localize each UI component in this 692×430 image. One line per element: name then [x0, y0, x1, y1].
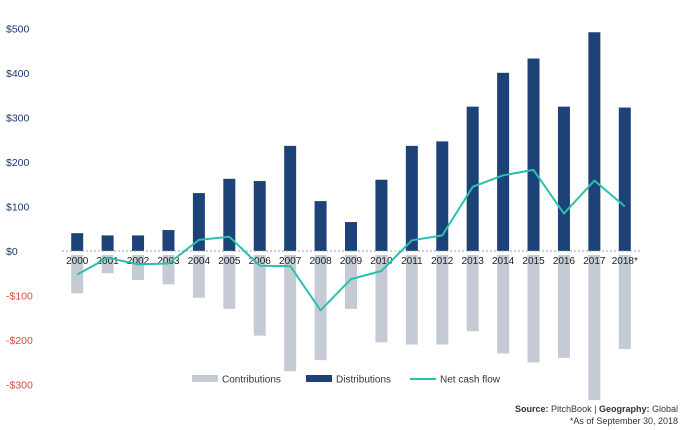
contributions-bar — [192, 255, 205, 298]
source-note: Source: PitchBook | Geography: Global — [515, 403, 678, 415]
legend-label: Contributions — [222, 375, 281, 386]
legend-swatch — [192, 375, 218, 382]
net-cash-flow-line — [76, 168, 626, 312]
distributions-bar — [557, 106, 570, 252]
x-tick-label: 2012 — [431, 256, 454, 267]
distributions-bar — [405, 145, 418, 251]
x-tick-label: 2010 — [370, 256, 393, 267]
y-tick-label: $400 — [6, 68, 30, 80]
distributions-bar — [192, 193, 205, 251]
contributions-bar — [345, 255, 357, 309]
legend-label: Net cash flow — [440, 375, 501, 386]
distributions-bar — [223, 178, 236, 251]
legend: Contributions Distributions Net cash flow — [192, 375, 501, 386]
x-tick-label: 2008 — [309, 256, 332, 267]
x-tick-label: 2004 — [188, 256, 211, 267]
distributions-bar — [162, 230, 175, 251]
x-tick-label: 2016 — [553, 256, 576, 267]
x-tick-label: 2005 — [218, 256, 241, 267]
x-tick-label: 2000 — [66, 256, 89, 267]
y-tick-label: -$100 — [6, 291, 33, 303]
contributions-bar — [557, 255, 570, 358]
x-tick-label: 2006 — [249, 256, 272, 267]
distributions-bar — [253, 181, 266, 251]
distributions-bar — [101, 235, 114, 251]
contributions-bar — [497, 255, 510, 354]
x-tick-label: 2002 — [127, 256, 150, 267]
contributions-bar — [405, 255, 418, 345]
legend-label: Distributions — [336, 375, 391, 386]
chart: $500 $400 $300 $200 $100 $0 -$100 -$200 -$300 20… — [6, 23, 640, 400]
x-tick-label: 2009 — [340, 256, 363, 267]
y-tick-label: $100 — [6, 201, 30, 213]
contributions-bar — [588, 255, 601, 400]
contributions-bar — [223, 255, 236, 309]
contributions-bar — [618, 255, 631, 350]
contributions-bar — [284, 255, 297, 372]
y-tick-label: -$300 — [6, 380, 33, 392]
distributions-bar — [436, 141, 449, 251]
x-axis: 2000 2001 2002 2003 2004 2005 2006 2007 2008 2009… — [62, 250, 640, 267]
x-tick-label: 2013 — [462, 256, 485, 267]
contributions-bar — [253, 255, 266, 336]
contributions-bar — [314, 255, 327, 361]
y-tick-label: $500 — [6, 23, 30, 35]
contributions-bar — [375, 255, 388, 343]
distributions-series — [71, 32, 631, 252]
distributions-bar — [527, 58, 540, 251]
distributions-bar — [618, 107, 631, 251]
x-tick-label: 2001 — [97, 256, 120, 267]
x-tick-label: 2003 — [157, 256, 180, 267]
distributions-bar — [284, 145, 297, 251]
contributions-bar — [436, 255, 449, 345]
x-tick-label: 2015 — [522, 256, 545, 267]
geography-value: Global — [651, 404, 678, 414]
distributions-bar — [132, 235, 145, 251]
x-tick-label: 2017 — [583, 256, 606, 267]
distributions-bar — [375, 179, 388, 251]
geography-label: Geography: — [598, 404, 650, 414]
y-tick-label: $200 — [6, 157, 30, 169]
source-value: PitchBook — [551, 404, 592, 414]
net-cash-flow-series — [76, 168, 626, 312]
footnote: *As of September 30, 2018 — [569, 416, 678, 426]
source-separator: | — [594, 404, 597, 414]
contributions-bar — [132, 255, 145, 280]
distributions-bar — [314, 201, 327, 251]
y-tick-label: $300 — [6, 112, 30, 124]
x-tick-label: 2011 — [401, 256, 423, 267]
y-tick-label: $0 — [6, 246, 18, 258]
distributions-bar — [497, 72, 510, 251]
distributions-bar — [345, 222, 357, 251]
contributions-bar — [527, 255, 540, 363]
legend-swatch — [306, 375, 332, 382]
distributions-bar — [466, 106, 479, 252]
distributions-bar — [588, 32, 601, 252]
contributions-bar — [466, 255, 479, 332]
x-tick-label: 2014 — [492, 256, 515, 267]
source-label: Source: — [515, 404, 549, 414]
y-tick-label: -$200 — [6, 335, 33, 347]
y-axis: $500 $400 $300 $200 $100 $0 -$100 -$200 -$300 — [6, 23, 33, 391]
x-tick-label: 2018* — [612, 256, 638, 267]
x-tick-label: 2007 — [279, 256, 302, 267]
contributions-series — [71, 255, 631, 400]
distributions-bar — [71, 233, 84, 251]
